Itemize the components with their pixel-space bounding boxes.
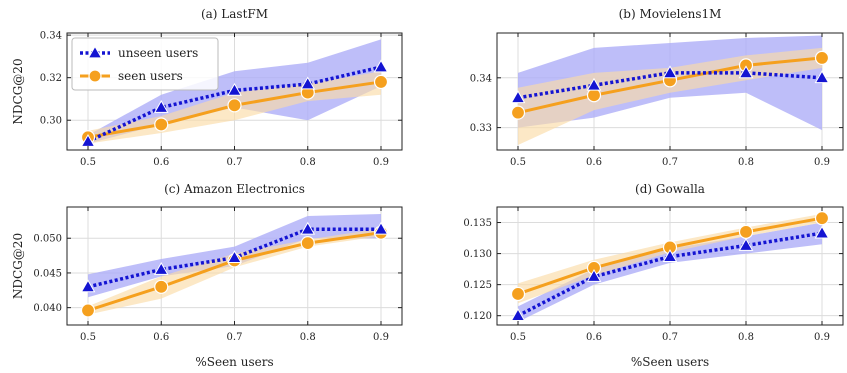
x-tick-label: 0.9 bbox=[814, 157, 830, 168]
marker-unseen bbox=[662, 65, 678, 79]
marker-unseen bbox=[373, 221, 389, 235]
panel-title: (a) LastFM bbox=[201, 7, 268, 21]
marker-unseen bbox=[510, 90, 526, 104]
y-axis-label: NDCG@20 bbox=[11, 58, 25, 124]
marker-unseen bbox=[814, 70, 830, 84]
marker-unseen bbox=[227, 250, 242, 264]
panel-2: 0.5 0.6 0.7 0.8 0.9 0.040 0.045 0.050 (c) Amazon… bbox=[11, 182, 403, 369]
y-tick-label: 0.040 bbox=[33, 303, 62, 314]
panel-title: (d) Gowalla bbox=[635, 182, 705, 196]
x-tick-label: 0.8 bbox=[738, 332, 754, 343]
x-tick-label: 0.9 bbox=[373, 157, 389, 168]
marker-unseen bbox=[80, 279, 96, 293]
marker-unseen bbox=[814, 225, 830, 239]
y-tick-label: 0.34 bbox=[470, 73, 492, 84]
marker-unseen bbox=[738, 237, 754, 251]
marker-seen bbox=[154, 279, 169, 294]
x-tick-label: 0.6 bbox=[586, 332, 602, 343]
x-tick-label: 0.7 bbox=[662, 332, 678, 343]
legend: unseen users seen users bbox=[71, 37, 219, 91]
x-tick-label: 0.5 bbox=[80, 157, 96, 168]
x-tick-label: 0.9 bbox=[373, 332, 389, 343]
marker-unseen bbox=[586, 269, 602, 282]
x-tick-label: 0.7 bbox=[227, 332, 243, 343]
panel-title: (b) Movielens1M bbox=[619, 7, 722, 21]
y-tick-label: 0.135 bbox=[463, 218, 492, 229]
x-tick-label: 0.6 bbox=[586, 157, 602, 168]
marker-unseen bbox=[153, 261, 169, 275]
x-axis-label: %Seen users bbox=[195, 355, 273, 369]
panel-3: 0.5 0.6 0.7 0.8 0.9 0.120 0.125 0.130 0.135 (d) G… bbox=[463, 182, 844, 369]
marker-seen bbox=[510, 105, 526, 120]
x-tick-label: 0.5 bbox=[510, 332, 526, 343]
y-tick-label: 0.050 bbox=[33, 234, 62, 245]
legend-seen-marker bbox=[88, 69, 102, 83]
marker-unseen bbox=[662, 249, 678, 263]
marker-unseen bbox=[153, 99, 169, 113]
x-axis-label: %Seen users bbox=[631, 355, 709, 369]
x-tick-label: 0.5 bbox=[80, 332, 96, 343]
x-tick-label: 0.5 bbox=[510, 157, 526, 168]
x-tick-label: 0.8 bbox=[300, 332, 316, 343]
y-tick-label: 0.130 bbox=[463, 249, 492, 260]
marker-seen bbox=[738, 224, 754, 239]
legend-unseen-label: unseen users bbox=[118, 46, 198, 60]
panel-title: (c) Amazon Electronics bbox=[164, 182, 305, 196]
x-tick-label: 0.6 bbox=[153, 332, 169, 343]
marker-unseen bbox=[373, 59, 389, 73]
marker-seen bbox=[814, 211, 830, 226]
x-tick-label: 0.8 bbox=[738, 157, 754, 168]
panel-0: 0.5 0.6 0.7 0.8 0.9 0.30 0.32 0.34 (a) LastFM NDC… bbox=[11, 7, 403, 168]
marker-seen bbox=[510, 286, 526, 302]
marker-seen bbox=[154, 117, 169, 132]
series-line-unseen bbox=[517, 231, 823, 318]
x-tick-label: 0.6 bbox=[153, 157, 169, 168]
legend-unseen-marker bbox=[87, 45, 103, 59]
panel-1: 0.5 0.6 0.7 0.8 0.9 0.33 0.34 (b) Movielens1M bbox=[470, 7, 844, 168]
marker-seen bbox=[227, 98, 242, 113]
marker-unseen bbox=[738, 65, 754, 79]
marker-unseen bbox=[510, 308, 526, 322]
y-tick-label: 0.125 bbox=[463, 280, 492, 291]
y-tick-label: 0.34 bbox=[40, 31, 62, 42]
x-tick-label: 0.7 bbox=[662, 157, 678, 168]
x-tick-label: 0.7 bbox=[227, 157, 243, 168]
y-tick-label: 0.045 bbox=[33, 268, 62, 279]
legend-seen-label: seen users bbox=[118, 69, 183, 83]
x-tick-label: 0.9 bbox=[814, 332, 830, 343]
marker-unseen bbox=[586, 77, 602, 91]
marker-seen bbox=[373, 74, 389, 90]
x-tick-label: 0.8 bbox=[300, 157, 316, 168]
marker-seen bbox=[814, 50, 830, 65]
marker-seen bbox=[80, 303, 96, 318]
marker-unseen bbox=[300, 221, 316, 235]
marker-unseen bbox=[227, 82, 242, 96]
y-tick-label: 0.30 bbox=[40, 116, 62, 127]
y-tick-label: 0.120 bbox=[463, 311, 492, 322]
marker-seen bbox=[586, 88, 602, 103]
y-axis-label: NDCG@20 bbox=[11, 233, 25, 299]
y-tick-label: 0.33 bbox=[470, 123, 492, 134]
marker-seen bbox=[300, 235, 315, 251]
y-tick-label: 0.32 bbox=[40, 73, 62, 84]
marker-unseen bbox=[300, 76, 316, 90]
